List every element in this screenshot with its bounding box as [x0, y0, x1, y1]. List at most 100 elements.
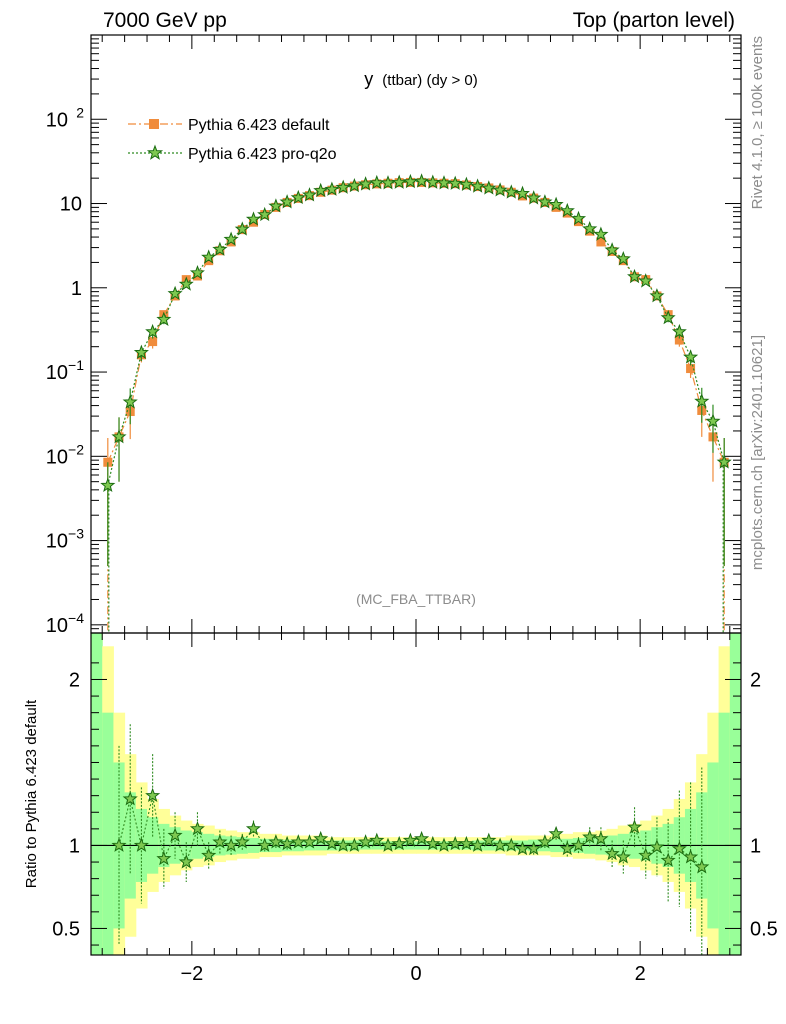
ratio-point [548, 825, 564, 841]
ratio-point [346, 837, 362, 852]
data-point-proq2o [481, 180, 497, 195]
data-point-proq2o [257, 206, 273, 222]
y-tick-label: 10 [46, 109, 68, 131]
ratio-point [122, 791, 138, 806]
ratio-point [649, 839, 665, 854]
data-point-default [686, 364, 696, 374]
x-tick-label: 0 [410, 963, 421, 985]
data-point-proq2o [537, 194, 553, 209]
ratio-point [313, 830, 329, 846]
ratio-point [559, 840, 575, 856]
data-point-proq2o [705, 413, 721, 428]
ratio-point [683, 849, 699, 864]
ratio-point [481, 832, 497, 847]
data-point-proq2o [492, 182, 508, 197]
band-inner-bin [102, 712, 114, 955]
ratio-point [526, 840, 542, 856]
data-point-proq2o [559, 202, 575, 218]
data-point-proq2o [122, 394, 138, 409]
data-point-proq2o [201, 249, 217, 264]
ratio-point [593, 830, 609, 846]
y-tick-label: 10 [46, 362, 68, 384]
chart-title: y (ttbar) (dy > 0) [364, 69, 477, 89]
ratio-point [436, 837, 452, 852]
ratio-point [369, 832, 385, 847]
y-tick-exponent: −1 [68, 357, 84, 373]
data-point-proq2o [615, 250, 631, 266]
data-point-proq2o [212, 241, 228, 256]
y-tick-label: 10 [60, 194, 82, 216]
data-point-proq2o [313, 182, 329, 198]
legend-default-marker [149, 119, 159, 129]
data-point-proq2o [302, 187, 318, 202]
ratio-point [582, 829, 598, 844]
ratio-point [638, 847, 654, 862]
data-point-default [596, 237, 606, 247]
legend: Pythia 6.423 default Pythia 6.423 pro-q2… [128, 117, 337, 163]
ratio-point [358, 834, 374, 849]
data-point-proq2o [111, 428, 127, 444]
ratio-ylabel: Ratio to Pythia 6.423 default [23, 699, 40, 888]
mcplots-label: mcplots.cern.ch [arXiv:2401.10621] [749, 335, 766, 570]
data-point-proq2o [582, 220, 598, 236]
rivet-label: Rivet 4.1.0, ≥ 100k events [749, 36, 766, 209]
x-tick-label: −2 [180, 963, 203, 985]
analysis-label: (MC_FBA_TTBAR) [356, 591, 476, 607]
data-point-proq2o [324, 181, 340, 196]
ratio-y-tick-label-right: 0.5 [750, 918, 778, 940]
ratio-point [402, 832, 418, 847]
ratio-point [627, 819, 643, 834]
data-point-proq2o [346, 177, 362, 193]
data-point-proq2o [279, 194, 295, 209]
ratio-point [570, 837, 587, 852]
y-tick-label: 10 [46, 615, 68, 637]
ratio-point [604, 845, 620, 861]
y-tick-label: 10 [46, 531, 68, 553]
data-point-proq2o [716, 454, 732, 469]
data-point-proq2o [447, 175, 463, 190]
data-point-proq2o [100, 477, 116, 492]
ratio-y-tick-label-right: 2 [750, 669, 761, 691]
data-point-proq2o [638, 273, 654, 288]
data-point-proq2o [290, 189, 306, 205]
x-tick-label: 2 [635, 963, 646, 985]
data-point-proq2o [683, 349, 699, 364]
data-point-proq2o [234, 221, 250, 236]
ratio-point [178, 854, 194, 869]
y-tick-exponent: 2 [76, 104, 84, 120]
ratio-point [212, 834, 228, 849]
ratio-point [458, 835, 474, 851]
y-tick-exponent: −2 [68, 441, 84, 457]
data-point-proq2o [660, 309, 676, 325]
ratio-point [201, 847, 217, 862]
ratio-point [145, 787, 161, 803]
ratio-point [167, 827, 183, 842]
chart-title-sub: (ttbar) (dy > 0) [382, 72, 477, 89]
band-inner-bin [91, 633, 103, 955]
data-point-proq2o [402, 173, 418, 189]
chart-title-main: y [364, 69, 373, 89]
ratio-point [133, 837, 149, 852]
data-point-proq2o [593, 226, 609, 241]
y-tick-label: 10 [46, 446, 68, 468]
ratio-point [414, 830, 430, 846]
ratio-point [380, 837, 396, 852]
data-point-proq2o [548, 196, 564, 212]
data-point-proq2o [167, 285, 183, 301]
ratio-point [268, 834, 284, 849]
data-point-default [204, 256, 214, 266]
data-point-proq2o [145, 323, 161, 339]
data-point-default [148, 337, 158, 347]
ratio-point [234, 834, 250, 849]
ratio-y-tick-label-right: 1 [750, 835, 761, 857]
ratio-point [391, 835, 407, 851]
data-point-proq2o [414, 173, 430, 188]
data-point-proq2o [380, 175, 396, 190]
data-point-proq2o [178, 276, 194, 291]
ratio-point [615, 849, 631, 864]
ratio-point [302, 834, 318, 849]
data-point-proq2o [514, 185, 530, 201]
ratio-plot-series [111, 724, 710, 955]
data-point-proq2o [358, 176, 374, 191]
